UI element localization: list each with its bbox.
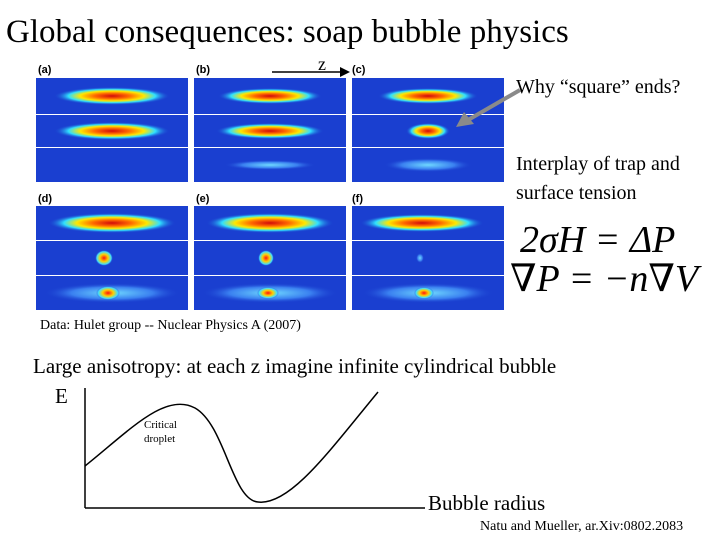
hydrostatic-equation: ∇P = −n∇V xyxy=(510,258,699,300)
square-ends-arrow xyxy=(456,88,521,127)
reference-citation: Natu and Mueller, ar.Xiv:0802.2083 xyxy=(480,519,684,534)
panel-label-d: (d) xyxy=(38,193,52,205)
critical-droplet-label: Critical droplet xyxy=(144,419,177,445)
absorption-image-panels: (a) (b) (c) (d) (e) (f) xyxy=(36,64,504,310)
z-axis-label: z xyxy=(318,54,326,74)
panel-e xyxy=(194,206,346,310)
panel-label-e: (e) xyxy=(196,193,210,205)
panel-label-b: (b) xyxy=(196,64,210,76)
data-credit: Data: Hulet group -- Nuclear Physics A (… xyxy=(40,318,301,333)
panel-f xyxy=(352,206,504,310)
z-direction-arrow xyxy=(272,67,350,77)
energy-curve xyxy=(84,391,379,503)
energy-axis-label: E xyxy=(55,384,68,408)
energy-curve-plot xyxy=(84,388,425,509)
interplay-note: Interplay of trap and surface tension xyxy=(516,153,680,204)
slide-title: Global consequences: soap bubble physics xyxy=(6,14,569,50)
panel-label-a: (a) xyxy=(38,64,52,76)
bubble-radius-label: Bubble radius xyxy=(428,491,546,515)
square-ends-question: Why “square” ends? xyxy=(516,76,681,98)
young-laplace-equation: 2σH = ΔP xyxy=(520,219,676,261)
anisotropy-text: Large anisotropy: at each z imagine infi… xyxy=(33,354,557,378)
panel-c xyxy=(352,78,504,182)
panel-label-f: (f) xyxy=(352,193,363,205)
panel-label-c: (c) xyxy=(352,64,366,76)
panel-b xyxy=(194,78,346,182)
panel-d xyxy=(36,206,188,310)
panel-a xyxy=(36,78,188,182)
